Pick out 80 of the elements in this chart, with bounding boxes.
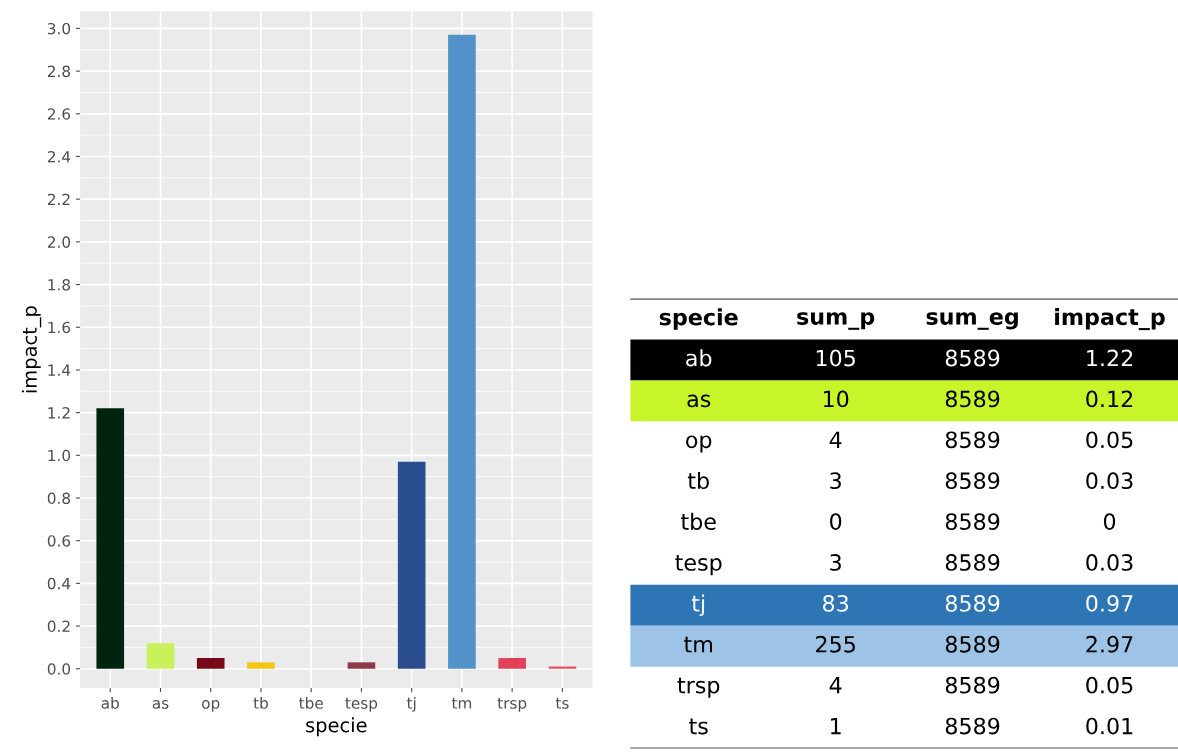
bar (196, 658, 225, 669)
text: 8589 (945, 594, 1000, 612)
text: tbe (681, 512, 716, 530)
text: 0.01 (1086, 717, 1133, 735)
bar (498, 658, 526, 669)
y-tick-label: 0.0 (47, 663, 71, 675)
text: ab (686, 349, 712, 367)
text: 4 (829, 431, 842, 448)
category-label: sum_p (797, 312, 875, 330)
y-tick-label: 1.2 (48, 407, 70, 419)
x-axis-title: specie (306, 717, 367, 737)
x-tick-label: tb (253, 696, 268, 709)
text: 8589 (945, 390, 1000, 408)
text: ts (689, 718, 708, 735)
x-tick-label: tbe (299, 696, 323, 709)
bar (448, 34, 476, 669)
text: 8589 (945, 431, 1000, 449)
x-tick-label: ts (555, 697, 569, 709)
text: 3 (830, 554, 841, 571)
bar (548, 666, 577, 669)
bar (347, 662, 376, 669)
text: op (686, 435, 712, 453)
text: 255 (816, 635, 855, 653)
text: 0.03 (1086, 472, 1133, 490)
text: tb (687, 471, 709, 490)
y-tick-label: 0.8 (47, 492, 71, 505)
y-tick-label: 1.0 (48, 449, 71, 462)
bar (146, 643, 175, 669)
x-tick-label: tm (451, 697, 472, 709)
text: 0.12 (1086, 390, 1133, 408)
text: 0.05 (1086, 431, 1133, 449)
x-tick-label: tesp (345, 697, 378, 712)
text: 3 (830, 472, 841, 490)
text: 4 (829, 677, 842, 694)
x-tick-label: op (202, 700, 220, 712)
category-label: impact_p (1055, 308, 1165, 331)
text: 1.22 (1087, 349, 1133, 367)
text: 0 (830, 513, 842, 530)
text: 8589 (945, 717, 1000, 735)
text: tesp (675, 554, 722, 576)
text: 0.03 (1086, 554, 1133, 571)
y-tick-label: 1.4 (48, 364, 71, 376)
bar (96, 408, 125, 669)
text: 0 (1103, 513, 1116, 530)
y-tick-label: 2.2 (47, 193, 70, 205)
y-tick-label: 3.0 (47, 22, 71, 35)
category-label: specie (659, 308, 738, 330)
text: 10 (823, 390, 849, 408)
x-tick-label: as (152, 700, 169, 709)
text: 1 (831, 717, 841, 735)
y-tick-label: 1.6 (48, 321, 71, 334)
text: 2.97 (1086, 635, 1133, 653)
y-tick-label: 2.8 (47, 65, 71, 78)
text: 105 (816, 349, 855, 367)
text: 8589 (945, 472, 1000, 490)
text: as (687, 394, 711, 408)
text: 8589 (945, 635, 1000, 653)
y-tick-label: 1.8 (48, 279, 71, 291)
text: tj (691, 594, 705, 617)
category-label: sum_eg (926, 312, 1018, 330)
bar (247, 662, 275, 669)
y-tick-label: 2.6 (47, 108, 71, 120)
text: 8589 (945, 554, 1000, 571)
y-axis-title: impact_p (21, 306, 42, 393)
text: 83 (823, 594, 848, 612)
y-tick-label: 0.2 (47, 620, 70, 633)
text: 8589 (945, 349, 1000, 367)
y-tick-label: 2.4 (47, 150, 71, 163)
y-tick-label: 0.4 (47, 577, 71, 590)
x-tick-label: trsp (497, 697, 527, 712)
text: 0.05 (1086, 676, 1133, 694)
text: 8589 (945, 676, 1000, 694)
y-tick-label: 0.6 (47, 535, 71, 547)
x-tick-label: ab (101, 696, 119, 709)
text: 0.97 (1086, 594, 1133, 612)
y-tick-label: 2.0 (47, 236, 71, 248)
x-tick-label: tj (406, 696, 416, 712)
text: tm (684, 636, 712, 653)
bar (397, 461, 426, 669)
text: 8589 (945, 513, 1000, 530)
